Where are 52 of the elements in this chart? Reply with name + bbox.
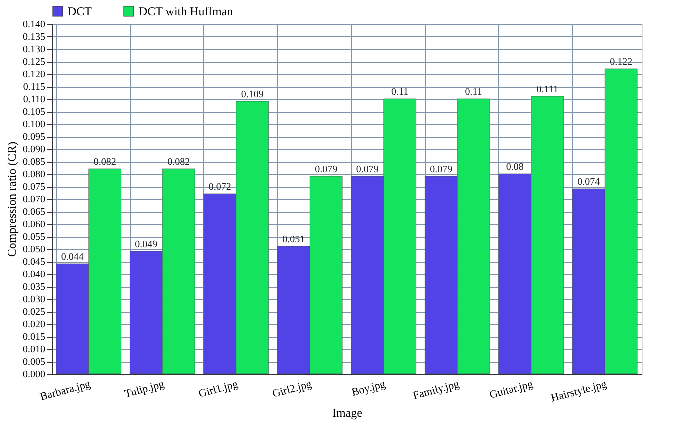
data-label: 0.11 (465, 87, 482, 98)
x-tick-label: Girl2.jpg (271, 378, 314, 400)
data-label: 0.079 (315, 164, 338, 176)
x-tick-label: Barbara.jpg (39, 378, 92, 404)
y-tick-label: 0.005 (23, 357, 46, 368)
y-tick-label: 0.010 (23, 344, 46, 356)
data-label: 0.111 (536, 84, 558, 96)
y-tick-label: 0.040 (23, 270, 46, 280)
data-label: 0.109 (241, 90, 264, 100)
x-tick-label: Girl1.jpg (198, 378, 240, 400)
y-tick-label: 0.130 (23, 44, 46, 56)
y-tick-label: 0.065 (23, 207, 46, 218)
x-tick-label: Family.jpg (412, 378, 462, 402)
legend-label: DCT with Huffman (139, 4, 234, 18)
y-tick-label: 0.080 (23, 170, 46, 180)
data-label: 0.079 (356, 164, 379, 176)
y-tick-label: 0.050 (23, 244, 46, 256)
legend-label: DCT (68, 4, 93, 18)
x-tick-label: Guitar.jpg (488, 378, 535, 402)
y-tick-label: 0.140 (23, 20, 46, 30)
y-tick-label: 0.120 (23, 70, 46, 80)
y-tick-label: 0.135 (23, 32, 46, 43)
y-tick-label: 0.030 (23, 294, 46, 306)
data-label: 0.044 (61, 252, 84, 263)
x-tick-label: Tulip.jpg (124, 378, 166, 401)
x-tick-label: Boy.jpg (350, 378, 388, 400)
x-axis-title: Image (332, 406, 362, 420)
data-label: 0.079 (430, 164, 453, 176)
y-tick-label: 0.070 (23, 194, 46, 206)
y-tick-label: 0.090 (23, 144, 46, 156)
data-label: 0.074 (578, 177, 600, 188)
y-tick-label: 0.055 (23, 232, 46, 243)
data-label: 0.051 (282, 234, 306, 246)
y-tick-label: 0.025 (23, 307, 46, 318)
data-label: 0.11 (392, 87, 409, 98)
y-tick-label: 0.020 (23, 320, 46, 330)
data-label: 0.08 (506, 162, 524, 173)
y-tick-label: 0.105 (23, 107, 46, 118)
y-tick-label: 0.100 (23, 120, 46, 130)
y-tick-label: 0.085 (23, 157, 46, 168)
y-tick-label: 0.060 (23, 220, 46, 230)
y-tick-label: 0.095 (23, 132, 46, 143)
y-tick-label: 0.015 (23, 332, 46, 343)
y-tick-label: 0.035 (23, 282, 46, 293)
y-tick-label: 0.075 (23, 182, 46, 193)
y-tick-label: 0.000 (23, 370, 46, 380)
y-axis-title: Compression ratio (CR) (5, 142, 19, 258)
y-tick-label: 0.110 (23, 94, 46, 106)
y-tick-label: 0.115 (23, 82, 46, 93)
y-tick-label: 0.125 (23, 57, 46, 68)
data-label: 0.049 (135, 240, 158, 250)
y-tick-label: 0.045 (23, 257, 46, 268)
